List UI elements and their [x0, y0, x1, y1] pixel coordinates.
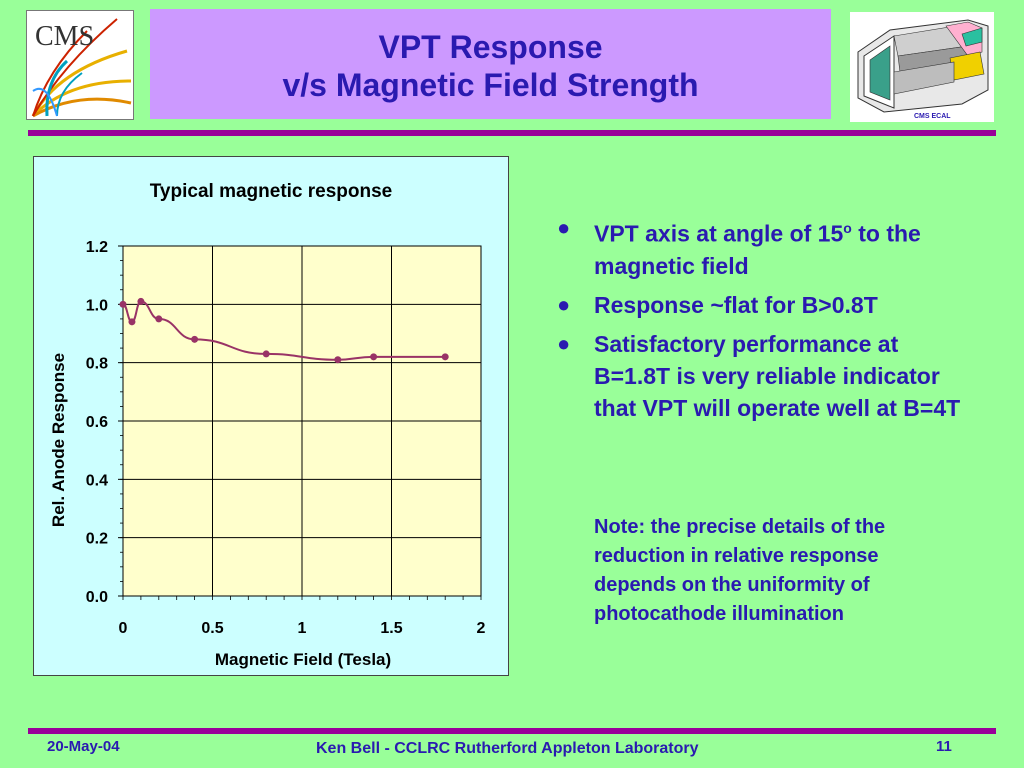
ecal-caption: CMS ECAL [914, 113, 951, 120]
y-tick-label: 0.0 [86, 589, 108, 606]
y-axis-label: Rel. Anode Response [49, 353, 68, 527]
data-point [441, 353, 449, 361]
x-tick-label: 1 [298, 620, 307, 637]
data-point [137, 297, 145, 305]
bullet-item: ● Response ~flat for B>0.8T [555, 289, 965, 321]
cms-logo: CMS [26, 10, 134, 120]
y-tick-label: 0.8 [86, 356, 108, 373]
footer-page-number: 11 [936, 738, 952, 755]
x-tick-label: 0.5 [201, 620, 223, 637]
data-point [334, 356, 342, 364]
y-tick-label: 1.2 [86, 239, 108, 256]
x-tick-label: 1.5 [380, 620, 402, 637]
bullet-dot-icon: ● [557, 215, 571, 240]
title-box: VPT Response v/s Magnetic Field Strength [150, 9, 831, 119]
data-point [262, 350, 270, 358]
response-chart: Typical magnetic response 0 0.5 1 1.5 2 0.0 0.… [49, 181, 486, 669]
slide-title-line1: VPT Response [378, 29, 603, 65]
bullet-dot-icon: ● [557, 330, 571, 356]
y-tick-label: 0.4 [86, 472, 108, 489]
cms-logo-graphic: CMS [27, 11, 133, 119]
x-tick-label: 2 [477, 620, 486, 637]
bullet-dot-icon: ● [557, 291, 571, 317]
footer-date: 20-May-04 [47, 738, 120, 755]
y-tick-label: 1.0 [86, 297, 108, 314]
bottom-rule [28, 728, 996, 734]
data-point [128, 318, 136, 326]
footer-author: Ken Bell - CCLRC Rutherford Appleton Lab… [316, 740, 699, 757]
x-tick-label: 0 [119, 620, 128, 637]
bullet-text: Satisfactory performance at B=1.8T is ve… [594, 330, 961, 421]
y-tick-label: 0.2 [86, 531, 108, 548]
series-line [122, 300, 446, 361]
bullet-item: ● Satisfactory performance at B=1.8T is v… [555, 328, 965, 424]
data-point [191, 335, 199, 343]
y-tick-label: 0.6 [86, 414, 108, 431]
data-point [155, 315, 163, 323]
slide-title-line2: v/s Magnetic Field Strength [282, 67, 699, 103]
note-text: Note: the precise details of the reducti… [594, 516, 886, 625]
bullet-text: VPT axis at angle of 15 [594, 220, 844, 247]
x-axis-label: Magnetic Field (Tesla) [215, 650, 391, 669]
cms-logo-text: CMS [35, 21, 94, 52]
bullet-text-cont: to the magnetic field [594, 220, 921, 279]
degree-superscript: o [843, 220, 852, 236]
bullet-list: ● VPT axis at angle of 15o to the magneti… [555, 212, 965, 431]
ecal-detector-graphic: CMS ECAL [850, 12, 994, 122]
chart-panel: Typical magnetic response 0 0.5 1 1.5 2 0.0 0.… [33, 156, 509, 676]
cms-ecal-image: CMS ECAL [850, 12, 994, 122]
top-rule [28, 130, 996, 136]
bullet-text: Response ~flat for B>0.8T [594, 291, 878, 318]
data-point [370, 353, 378, 361]
chart-title: Typical magnetic response [150, 181, 393, 202]
data-point [119, 300, 127, 308]
bullet-item: ● VPT axis at angle of 15o to the magneti… [555, 212, 965, 282]
